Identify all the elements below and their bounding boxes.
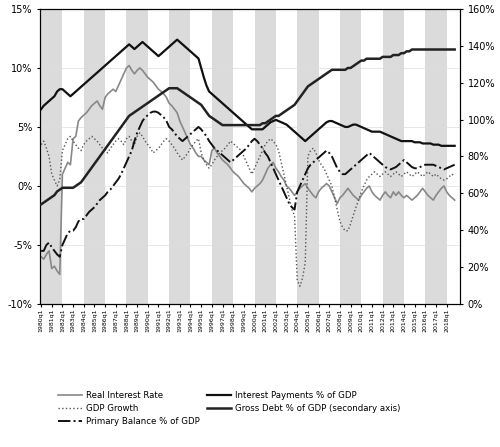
Bar bbox=[297, 9, 318, 304]
Bar bbox=[426, 9, 446, 304]
Bar bbox=[382, 9, 404, 304]
Bar bbox=[169, 9, 190, 304]
Bar bbox=[126, 9, 148, 304]
Bar bbox=[340, 9, 361, 304]
Bar bbox=[254, 9, 276, 304]
Legend: Real Interest Rate, GDP Growth, Primary Balance % of GDP, Interest Payments % of: Real Interest Rate, GDP Growth, Primary … bbox=[58, 391, 400, 426]
Bar bbox=[41, 9, 62, 304]
Bar bbox=[212, 9, 233, 304]
Bar bbox=[84, 9, 105, 304]
